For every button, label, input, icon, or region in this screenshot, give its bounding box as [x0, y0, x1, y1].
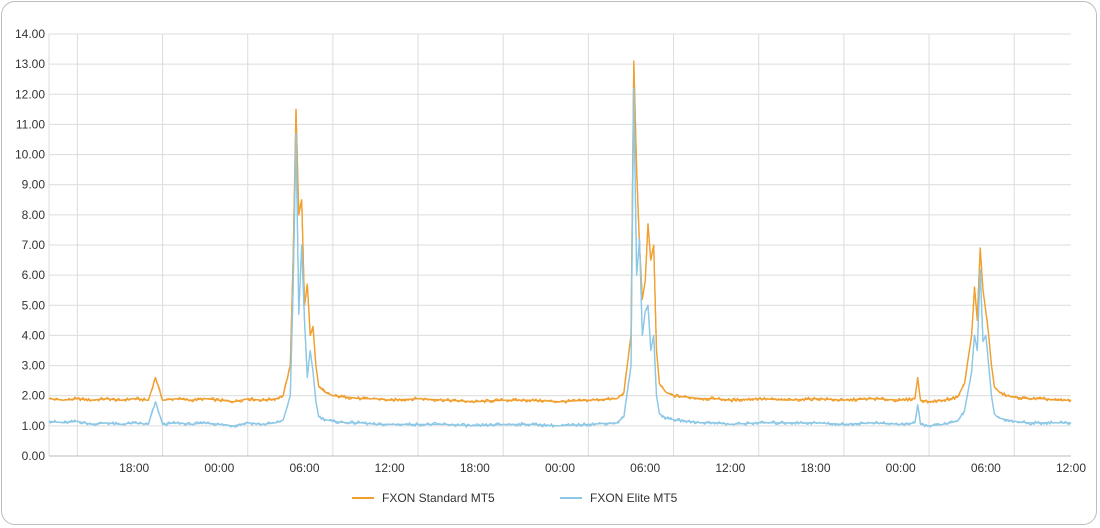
chart-series — [48, 60, 1072, 428]
legend-label: FXON Standard MT5 — [382, 491, 495, 505]
x-tick-label: 06:00 — [289, 461, 319, 475]
chart-legend: FXON Standard MT5 FXON Elite MT5 — [352, 491, 678, 505]
y-tick-label: 14.00 — [15, 27, 45, 41]
y-tick-label: 13.00 — [15, 57, 45, 71]
series-line-fxon-elite-mt5 — [48, 87, 1072, 428]
series-peaks-fxon-elite-mt5 — [48, 87, 1071, 427]
x-tick-label: 18:00 — [119, 461, 149, 475]
x-tick-label: 12:00 — [715, 461, 745, 475]
y-tick-label: 8.00 — [22, 208, 46, 222]
y-tick-label: 12.00 — [15, 87, 45, 101]
y-tick-label: 3.00 — [22, 359, 46, 373]
x-tick-label: 06:00 — [630, 461, 660, 475]
x-tick-label: 06:00 — [971, 461, 1001, 475]
series-line-fxon-standard-mt5 — [48, 60, 1072, 404]
x-axis: 18:00 00:00 06:00 12:00 18:00 00:00 06:00 12:00… — [49, 455, 1086, 475]
y-tick-label: 5.00 — [22, 298, 46, 312]
y-tick-label: 10.00 — [15, 148, 45, 162]
x-tick-label: 00:00 — [204, 461, 234, 475]
y-tick-label: 9.00 — [22, 178, 46, 192]
series-peaks-fxon-standard-mt5 — [48, 60, 1071, 403]
x-tick-label: 12:00 — [1056, 461, 1086, 475]
y-tick-label: 7.00 — [22, 238, 46, 252]
x-tick-label: 00:00 — [886, 461, 916, 475]
legend-label: FXON Elite MT5 — [590, 491, 678, 505]
y-tick-label: 4.00 — [22, 328, 46, 342]
x-tick-label: 18:00 — [460, 461, 490, 475]
y-tick-label: 2.00 — [22, 389, 46, 403]
x-tick-label: 18:00 — [800, 461, 830, 475]
x-tick-label: 00:00 — [545, 461, 575, 475]
y-tick-label: 1.00 — [22, 419, 46, 433]
y-tick-label: 11.00 — [16, 117, 45, 131]
y-tick-label: 0.00 — [22, 449, 46, 463]
chart-grid — [48, 33, 1071, 457]
x-tick-label: 12:00 — [375, 461, 405, 475]
y-axis: 0.00 1.00 2.00 3.00 4.00 5.00 6.00 7.00 8.00 9.00… — [15, 27, 45, 463]
y-tick-label: 6.00 — [22, 268, 46, 282]
